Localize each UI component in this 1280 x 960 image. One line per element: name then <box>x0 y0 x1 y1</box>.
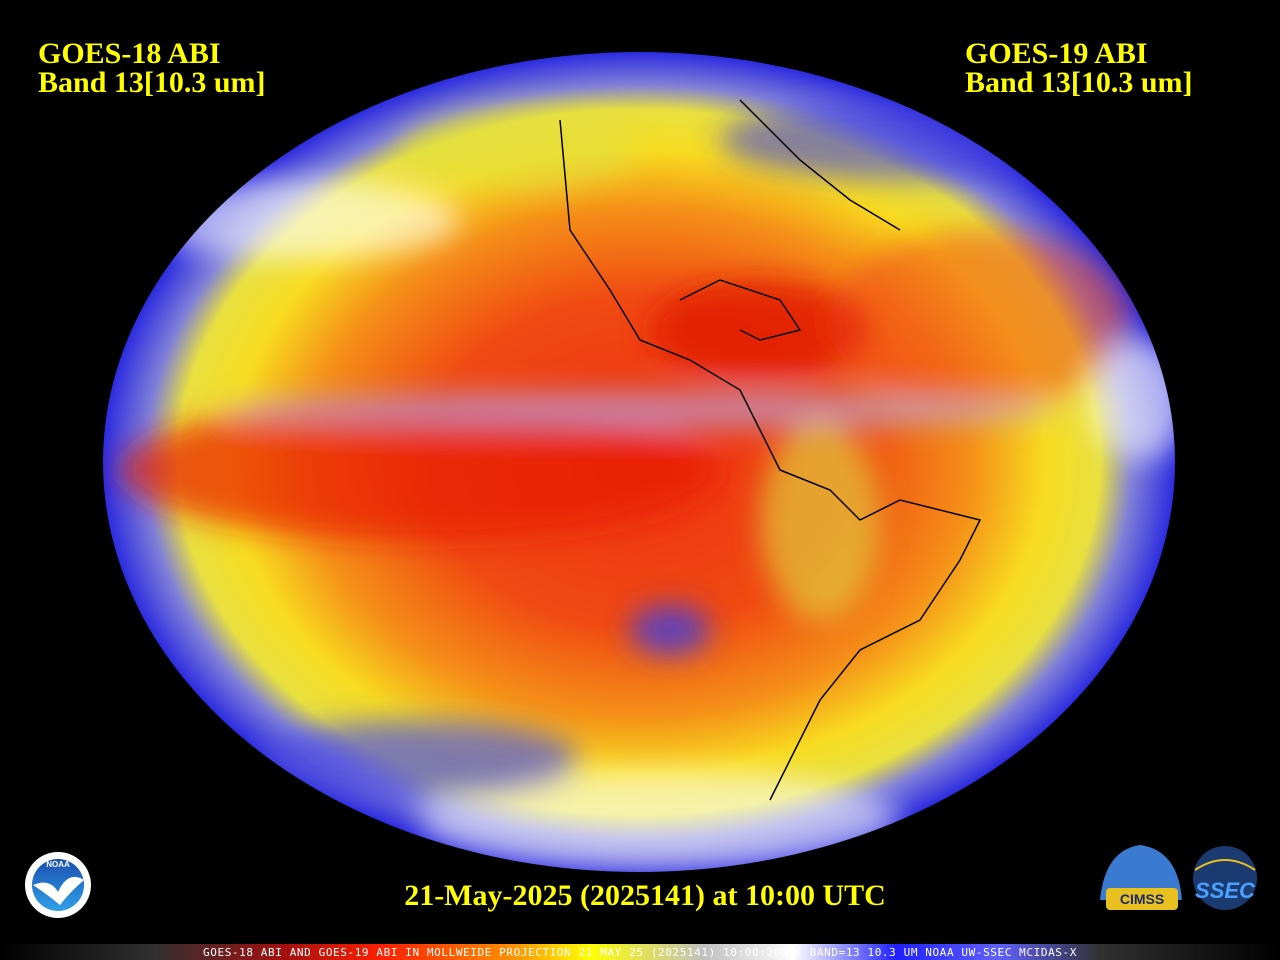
left-band: Band 13[10.3 um] <box>38 66 266 99</box>
ssec-logo: SSEC <box>1193 846 1257 910</box>
footer-caption: GOES-18 ABI AND GOES-19 ABI IN MOLLWEIDE… <box>203 946 1077 959</box>
left-title: GOES-18 ABI <box>38 37 221 70</box>
right-title: GOES-19 ABI <box>965 37 1148 70</box>
coastlines <box>559 99 982 801</box>
color-bar <box>0 944 1280 960</box>
noaa-logo: NOAA <box>25 852 91 918</box>
noaa-label: NOAA <box>46 860 70 869</box>
ssec-label: SSEC <box>1195 878 1256 903</box>
cimss-label: CIMSS <box>1120 891 1164 907</box>
right-band: Band 13[10.3 um] <box>965 66 1193 99</box>
timestamp: 21-May-2025 (2025141) at 10:00 UTC <box>404 879 886 912</box>
cimss-logo: CIMSS <box>1100 845 1182 910</box>
